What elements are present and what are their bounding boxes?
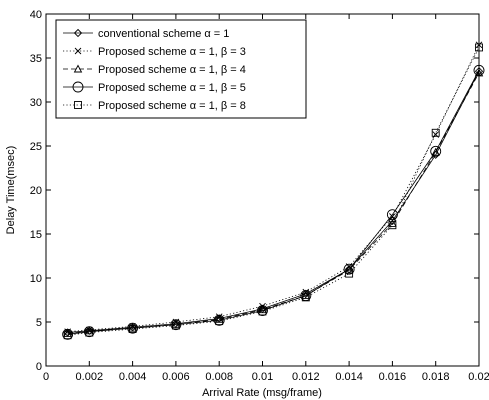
legend-item-3: Proposed scheme α = 1, β = 4 xyxy=(63,64,246,76)
legend-label: Proposed scheme α = 1, β = 8 xyxy=(98,100,246,112)
x-tick-label: 0.02 xyxy=(468,371,489,383)
series-4-point xyxy=(83,326,95,338)
legend-marker xyxy=(73,28,83,38)
legend-item-4: Proposed scheme α = 1, β = 5 xyxy=(63,81,246,94)
y-tick-label: 10 xyxy=(30,273,42,285)
legend: conventional scheme α = 1 Proposed scheme… xyxy=(55,19,307,119)
legend-box xyxy=(55,19,307,119)
series-3-point xyxy=(63,328,72,337)
series-3-point xyxy=(214,314,224,323)
legend-marker xyxy=(72,81,84,93)
x-tick-label: 0 xyxy=(43,371,49,383)
x-tick-label: 0.002 xyxy=(76,371,104,383)
series-3-point xyxy=(431,147,440,156)
series-4-point xyxy=(257,305,268,317)
legend-marker xyxy=(74,101,82,109)
series-5-point xyxy=(258,307,267,316)
series-2-point xyxy=(475,41,483,49)
x-tick-label: 0.014 xyxy=(335,371,363,383)
series-3-point xyxy=(258,305,267,314)
series-5-point xyxy=(171,321,180,330)
series-5-point xyxy=(475,43,483,52)
series-5-point xyxy=(431,128,440,137)
series-5-point xyxy=(85,328,94,337)
series-5-point xyxy=(215,317,224,326)
series-5 xyxy=(63,43,483,340)
legend-marker xyxy=(73,64,83,73)
legend-item-2: Proposed scheme α = 1, β = 3 xyxy=(63,46,246,58)
series-5-point xyxy=(301,293,310,302)
x-tick-label: 0.012 xyxy=(292,371,320,383)
series-5-point xyxy=(345,269,354,278)
x-axis-title: Arrival Rate (msg/frame) xyxy=(202,387,322,399)
series-3-point xyxy=(388,218,397,227)
x-tick-label: 0.008 xyxy=(205,371,233,383)
y-tick-label: 30 xyxy=(30,97,42,109)
series-5-point xyxy=(388,221,397,230)
x-tick-label: 0.004 xyxy=(119,371,147,383)
series-5-point xyxy=(128,325,137,333)
series-3-point xyxy=(474,68,484,77)
y-tick-label: 15 xyxy=(30,229,42,241)
y-tick-label: 40 xyxy=(30,9,42,21)
series-1-line xyxy=(67,71,480,333)
y-tick-label: 5 xyxy=(36,317,42,329)
series-2-point xyxy=(389,213,396,220)
legend-item-5: Proposed scheme α = 1, β = 8 xyxy=(63,100,246,112)
x-tick-label: 0.006 xyxy=(162,371,190,383)
x-tick-label: 0.016 xyxy=(379,371,407,383)
y-axis-title: Delay Time(msec) xyxy=(5,146,17,235)
series-4-point xyxy=(430,145,442,157)
x-tick-label: 0.01 xyxy=(252,371,273,383)
series-5-point xyxy=(63,331,72,340)
legend-label: Proposed scheme α = 1, β = 3 xyxy=(98,46,246,58)
series-3-point xyxy=(301,291,311,300)
series-3-point xyxy=(85,326,94,335)
legend-label: Proposed scheme α = 1, β = 5 xyxy=(98,82,246,94)
y-tick-label: 20 xyxy=(30,185,42,197)
series-4-point xyxy=(170,319,182,331)
series-4-point xyxy=(62,328,74,340)
y-tick-label: 0 xyxy=(36,361,42,373)
x-tick-label: 0.018 xyxy=(422,371,450,383)
series-4-point xyxy=(127,322,139,334)
series-4-point xyxy=(473,64,485,76)
legend-item-1: conventional scheme α = 1 xyxy=(63,28,229,40)
series-1-point xyxy=(474,67,484,76)
legend-label: Proposed scheme α = 1, β = 4 xyxy=(98,64,246,76)
legend-label: conventional scheme α = 1 xyxy=(98,28,229,40)
legend-marker xyxy=(74,47,82,55)
series-4-point xyxy=(343,263,355,275)
y-tick-label: 25 xyxy=(30,141,42,153)
y-tick-label: 35 xyxy=(30,53,42,65)
